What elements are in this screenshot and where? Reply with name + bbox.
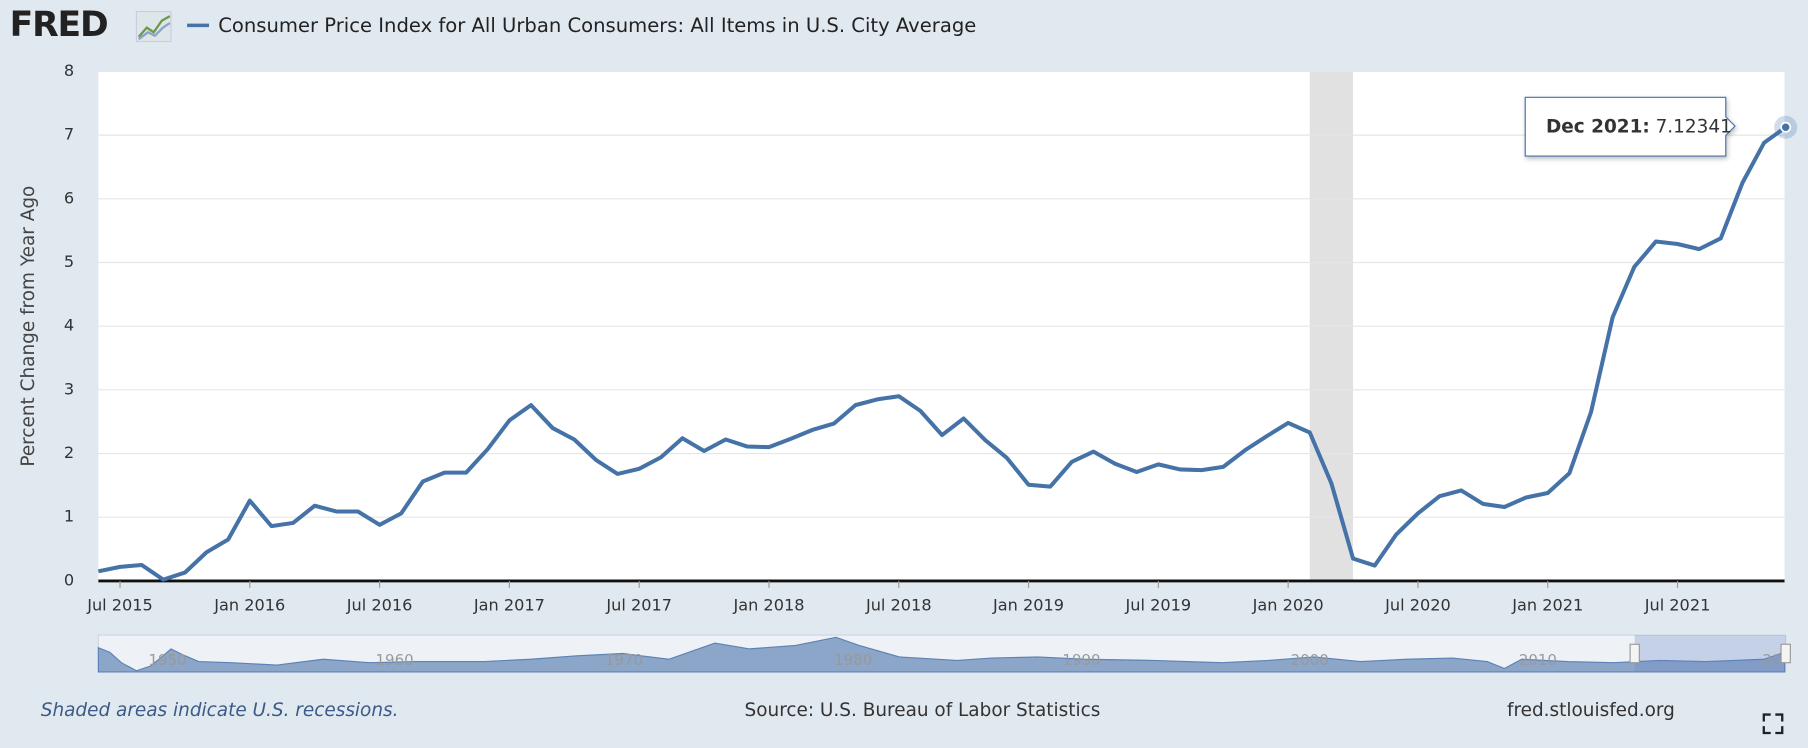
navigator-label: 1970 xyxy=(605,651,643,669)
navigator-label: 1960 xyxy=(376,651,414,669)
y-tick-label: 8 xyxy=(64,61,74,80)
x-tick-label: Jan 2019 xyxy=(992,596,1064,615)
navigator-label: 1950 xyxy=(148,651,186,669)
x-tick-label: Jul 2015 xyxy=(86,596,153,615)
navigator-label: 20 xyxy=(1762,651,1781,669)
x-tick-label: Jan 2020 xyxy=(1252,596,1324,615)
y-tick-label: 7 xyxy=(64,125,74,144)
x-tick-label: Jul 2021 xyxy=(1644,596,1711,615)
navigator-label: 1990 xyxy=(1062,651,1100,669)
y-tick-label: 3 xyxy=(64,379,74,398)
fullscreen-icon[interactable] xyxy=(1762,713,1784,735)
logo: FRED xyxy=(10,5,108,45)
tooltip-text: Dec 2021: 7.12341 xyxy=(1546,116,1732,137)
x-tick-label: Jan 2021 xyxy=(1511,596,1583,615)
y-tick-label: 1 xyxy=(64,507,74,526)
x-tick-label: Jan 2017 xyxy=(473,596,545,615)
x-tick-label: Jul 2020 xyxy=(1384,596,1451,615)
tooltip-label: Dec 2021: xyxy=(1546,116,1650,137)
y-tick-label: 5 xyxy=(64,252,74,271)
navigator: 1950 1960 1970 1980 1990 2000 2010 20 xyxy=(97,634,1791,673)
y-tick-label: 0 xyxy=(64,570,74,589)
chart-title: Consumer Price Index for All Urban Consu… xyxy=(218,14,976,37)
navigator-label: 1980 xyxy=(834,651,872,669)
x-tick-label: Jan 2018 xyxy=(732,596,804,615)
hover-point xyxy=(1780,121,1792,133)
source: Source: U.S. Bureau of Labor Statistics xyxy=(745,700,1101,721)
logo-icon xyxy=(135,10,172,43)
y-tick-label: 4 xyxy=(64,316,74,335)
y-axis-label: Percent Change from Year Ago xyxy=(18,186,39,467)
y-tick-label: 2 xyxy=(64,443,74,462)
x-tick-label: Jul 2016 xyxy=(346,596,413,615)
x-tick-label: Jul 2017 xyxy=(605,596,672,615)
x-tick-label: Jan 2016 xyxy=(213,596,285,615)
tooltip-box xyxy=(1524,96,1736,157)
site-link[interactable]: fred.stlouisfed.org xyxy=(1507,700,1675,721)
y-tick-label: 6 xyxy=(64,188,74,207)
x-tick-label: Jul 2019 xyxy=(1125,596,1192,615)
tooltip-value: 7.12341 xyxy=(1656,116,1732,137)
series-line xyxy=(97,125,1787,582)
navigator-label: 2000 xyxy=(1291,651,1329,669)
x-tick-label: Jul 2018 xyxy=(865,596,932,615)
navigator-label: 2010 xyxy=(1519,651,1557,669)
recession-note: Shaded areas indicate U.S. recessions. xyxy=(41,700,399,721)
